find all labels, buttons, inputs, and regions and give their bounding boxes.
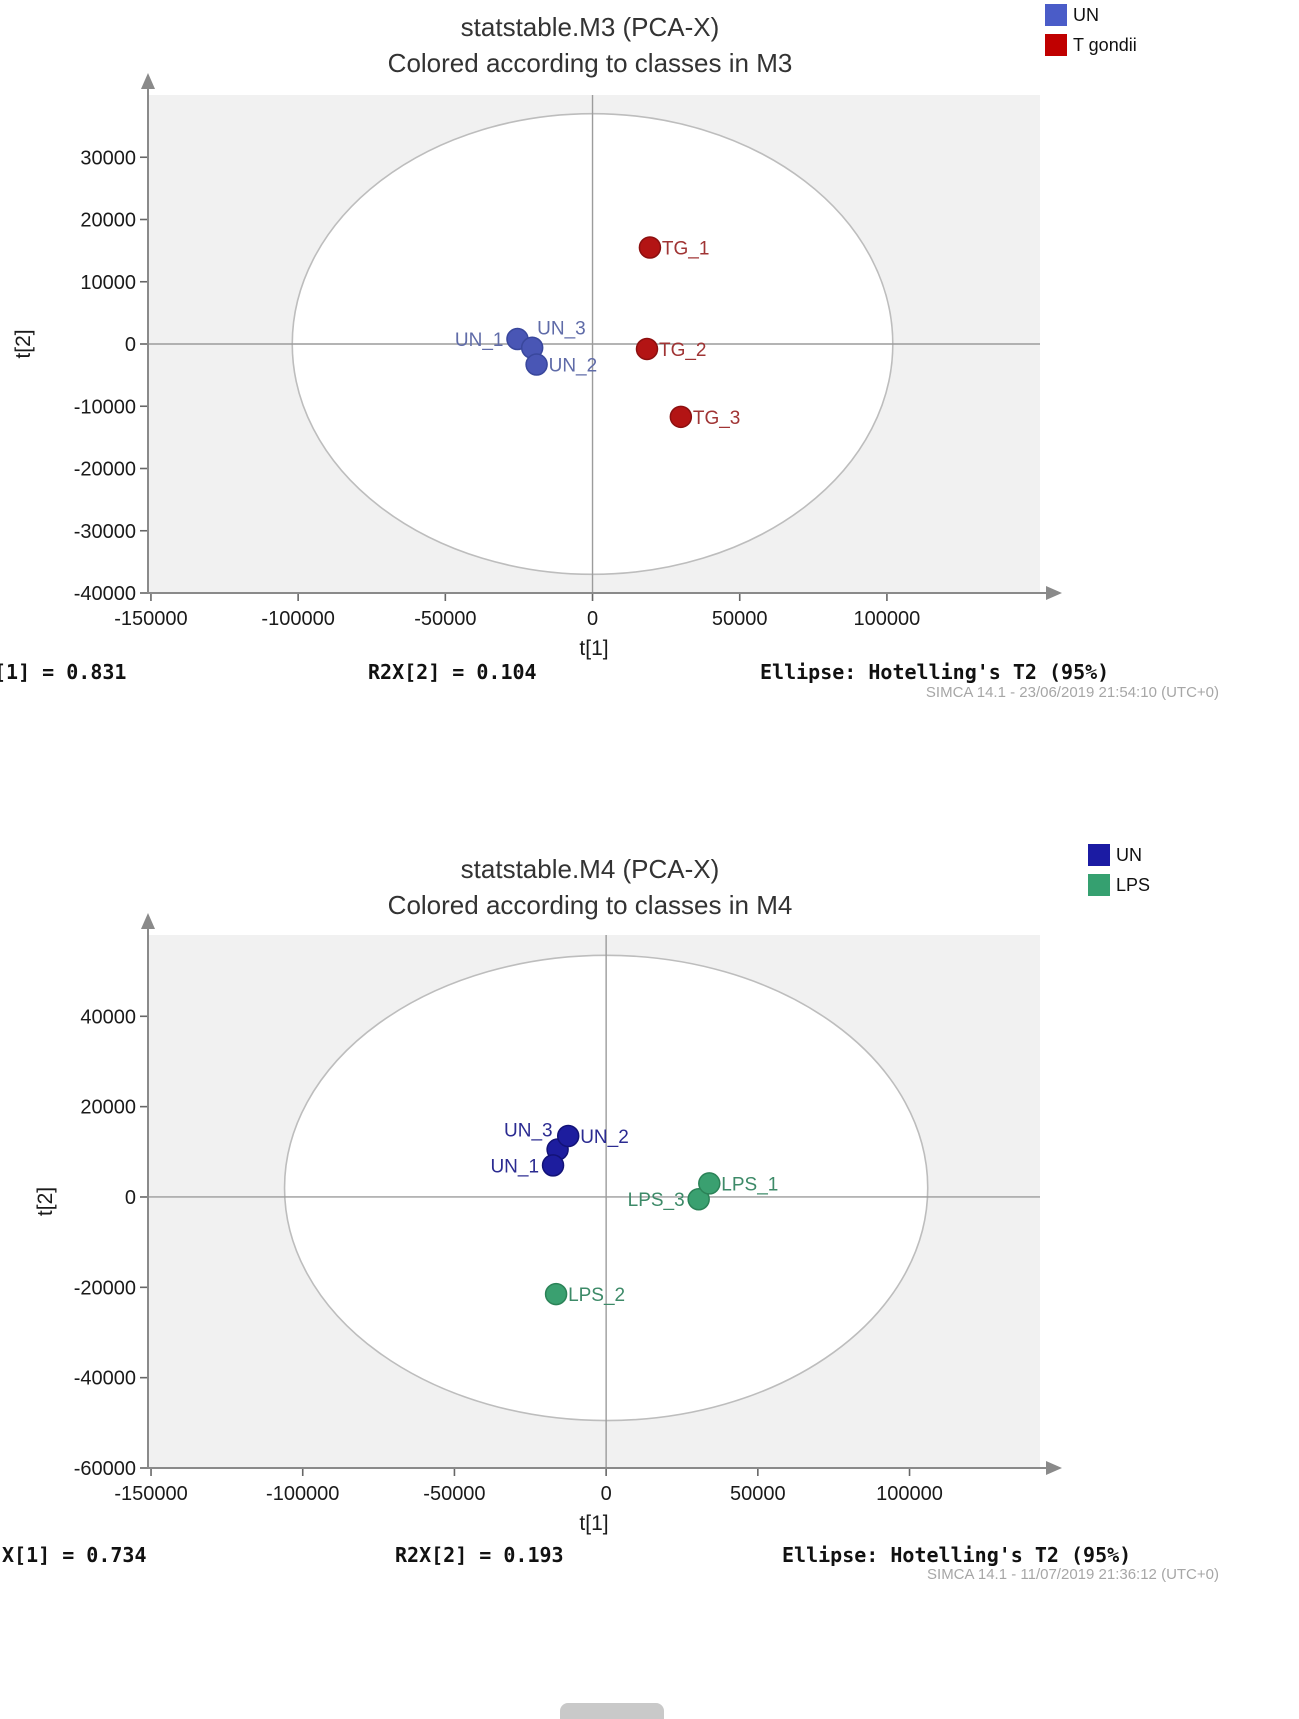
x-tick-label: 100000 bbox=[854, 608, 921, 630]
x-tick-label: -100000 bbox=[261, 608, 334, 630]
point-LPS_2[interactable] bbox=[544, 1282, 568, 1306]
point-label-UN_2: UN_2 bbox=[580, 1127, 629, 1148]
r2x2-stat: R2X[2] = 0.193 bbox=[395, 1543, 564, 1567]
r2x1-stat: X[1] = 0.734 bbox=[2, 1543, 147, 1567]
pca-chart-m4: statstable.M4 (PCA-X) Colored according … bbox=[0, 838, 1299, 1719]
point-UN_2[interactable] bbox=[525, 353, 548, 376]
stats-row: [1] = 0.831 R2X[2] = 0.104 Ellipse: Hote… bbox=[0, 660, 1299, 686]
legend-swatch-lps bbox=[1088, 874, 1110, 896]
y-axis-title: t[2] bbox=[34, 1187, 57, 1216]
x-axis-arrow-icon bbox=[1046, 586, 1062, 600]
r2x1-stat: [1] = 0.831 bbox=[0, 660, 127, 684]
legend-swatch-un bbox=[1045, 4, 1067, 26]
y-tick-label: 40000 bbox=[80, 1006, 136, 1028]
point-label-TG_3: TG_3 bbox=[693, 408, 741, 429]
x-tick-label: 0 bbox=[587, 608, 598, 630]
x-tick-label: 50000 bbox=[712, 608, 768, 630]
point-label-TG_1: TG_1 bbox=[662, 239, 710, 260]
point-label-LPS_1: LPS_1 bbox=[721, 1174, 778, 1195]
scatter-plot-m4: -150000 -100000 -50000 0 50000 100000 40000 200… bbox=[34, 913, 1062, 1535]
legend-swatch-un bbox=[1088, 844, 1110, 866]
point-TG_3[interactable] bbox=[669, 405, 693, 429]
legend-swatch-tgondii bbox=[1045, 34, 1067, 56]
x-tick-label: 50000 bbox=[730, 1483, 786, 1505]
x-axis-title: t[1] bbox=[579, 637, 608, 660]
x-tick-label: 100000 bbox=[876, 1483, 943, 1505]
legend-label-tgondii: T gondii bbox=[1073, 34, 1137, 55]
x-tick-label: -150000 bbox=[114, 1483, 187, 1505]
r2x2-stat: R2X[2] = 0.104 bbox=[368, 660, 537, 684]
ellipse-note: Ellipse: Hotelling's T2 (95%) bbox=[782, 1543, 1132, 1567]
x-tick-label: -50000 bbox=[414, 608, 476, 630]
point-label-LPS_3: LPS_3 bbox=[628, 1190, 685, 1211]
point-label-UN_3: UN_3 bbox=[537, 319, 586, 340]
point-UN_2[interactable] bbox=[556, 1124, 580, 1148]
point-label-UN_2: UN_2 bbox=[549, 356, 598, 377]
x-tick-label: 0 bbox=[601, 1483, 612, 1505]
simca-stamp: SIMCA 14.1 - 23/06/2019 21:54:10 (UTC+0) bbox=[925, 684, 1219, 701]
x-tick-label: -100000 bbox=[266, 1483, 339, 1505]
x-tick-label: -150000 bbox=[114, 608, 187, 630]
legend-label-un: UN bbox=[1116, 844, 1142, 865]
legend-item-tgondii: T gondii bbox=[1045, 34, 1137, 56]
y-tick-label: 20000 bbox=[80, 1097, 136, 1119]
legend-item-lps: LPS bbox=[1088, 874, 1150, 896]
point-UN_1[interactable] bbox=[541, 1154, 565, 1177]
y-axis-arrow-icon bbox=[141, 913, 155, 929]
ellipse-note: Ellipse: Hotelling's T2 (95%) bbox=[760, 660, 1110, 684]
legend-label-lps: LPS bbox=[1116, 874, 1151, 895]
legend-item-un: UN bbox=[1045, 4, 1137, 26]
point-label-UN_1: UN_1 bbox=[455, 330, 504, 351]
legend: UN T gondii bbox=[1045, 4, 1137, 56]
y-tick-label: -30000 bbox=[74, 521, 136, 543]
pca-chart-m3: statstable.M3 (PCA-X) Colored according … bbox=[0, 0, 1299, 734]
point-label-UN_1: UN_1 bbox=[490, 1156, 539, 1177]
y-tick-label: -60000 bbox=[74, 1458, 136, 1480]
legend-label-un: UN bbox=[1073, 4, 1099, 25]
chart-title: statstable.M4 (PCA-X) bbox=[460, 854, 720, 884]
y-tick-label: -40000 bbox=[74, 1368, 136, 1390]
y-tick-label: -40000 bbox=[74, 583, 136, 605]
point-label-LPS_2: LPS_2 bbox=[568, 1285, 625, 1306]
point-label-TG_2: TG_2 bbox=[659, 340, 707, 361]
y-tick-label: -10000 bbox=[74, 396, 136, 418]
point-LPS_1[interactable] bbox=[698, 1172, 721, 1195]
y-tick-label: -20000 bbox=[74, 459, 136, 481]
y-tick-label: 0 bbox=[125, 334, 136, 356]
y-tick-label: 0 bbox=[125, 1187, 136, 1209]
y-axis-title: t[2] bbox=[12, 329, 35, 358]
y-axis-arrow-icon bbox=[141, 73, 155, 89]
x-tick-label: -50000 bbox=[423, 1483, 485, 1505]
scatter-plot-m3: -150000 -100000 -50000 0 50000 10000030000200… bbox=[12, 73, 1062, 660]
legend: UN LPS bbox=[1088, 844, 1150, 896]
chart-title: statstable.M3 (PCA-X) bbox=[460, 12, 720, 42]
chart-subtitle: Colored according to classes in M3 bbox=[387, 48, 793, 78]
chart-subtitle: Colored according to classes in M4 bbox=[387, 890, 793, 920]
y-tick-label: 30000 bbox=[80, 147, 136, 169]
point-TG_1[interactable] bbox=[638, 236, 662, 259]
y-tick-label: -20000 bbox=[74, 1277, 136, 1299]
point-LPS_3[interactable] bbox=[687, 1187, 710, 1211]
x-axis-arrow-icon bbox=[1046, 1461, 1062, 1475]
y-tick-label: 20000 bbox=[80, 210, 136, 232]
x-axis-title: t[1] bbox=[579, 1512, 608, 1535]
point-TG_2[interactable] bbox=[635, 337, 659, 361]
stats-row: X[1] = 0.734 R2X[2] = 0.193 Ellipse: Hot… bbox=[0, 1543, 1299, 1569]
bottom-scrollbar[interactable] bbox=[560, 1703, 664, 1719]
legend-item-un: UN bbox=[1088, 844, 1150, 866]
simca-stamp: SIMCA 14.1 - 11/07/2019 21:36:12 (UTC+0) bbox=[927, 1566, 1219, 1583]
point-label-UN_3: UN_3 bbox=[504, 1121, 553, 1142]
y-tick-label: 10000 bbox=[80, 272, 136, 294]
